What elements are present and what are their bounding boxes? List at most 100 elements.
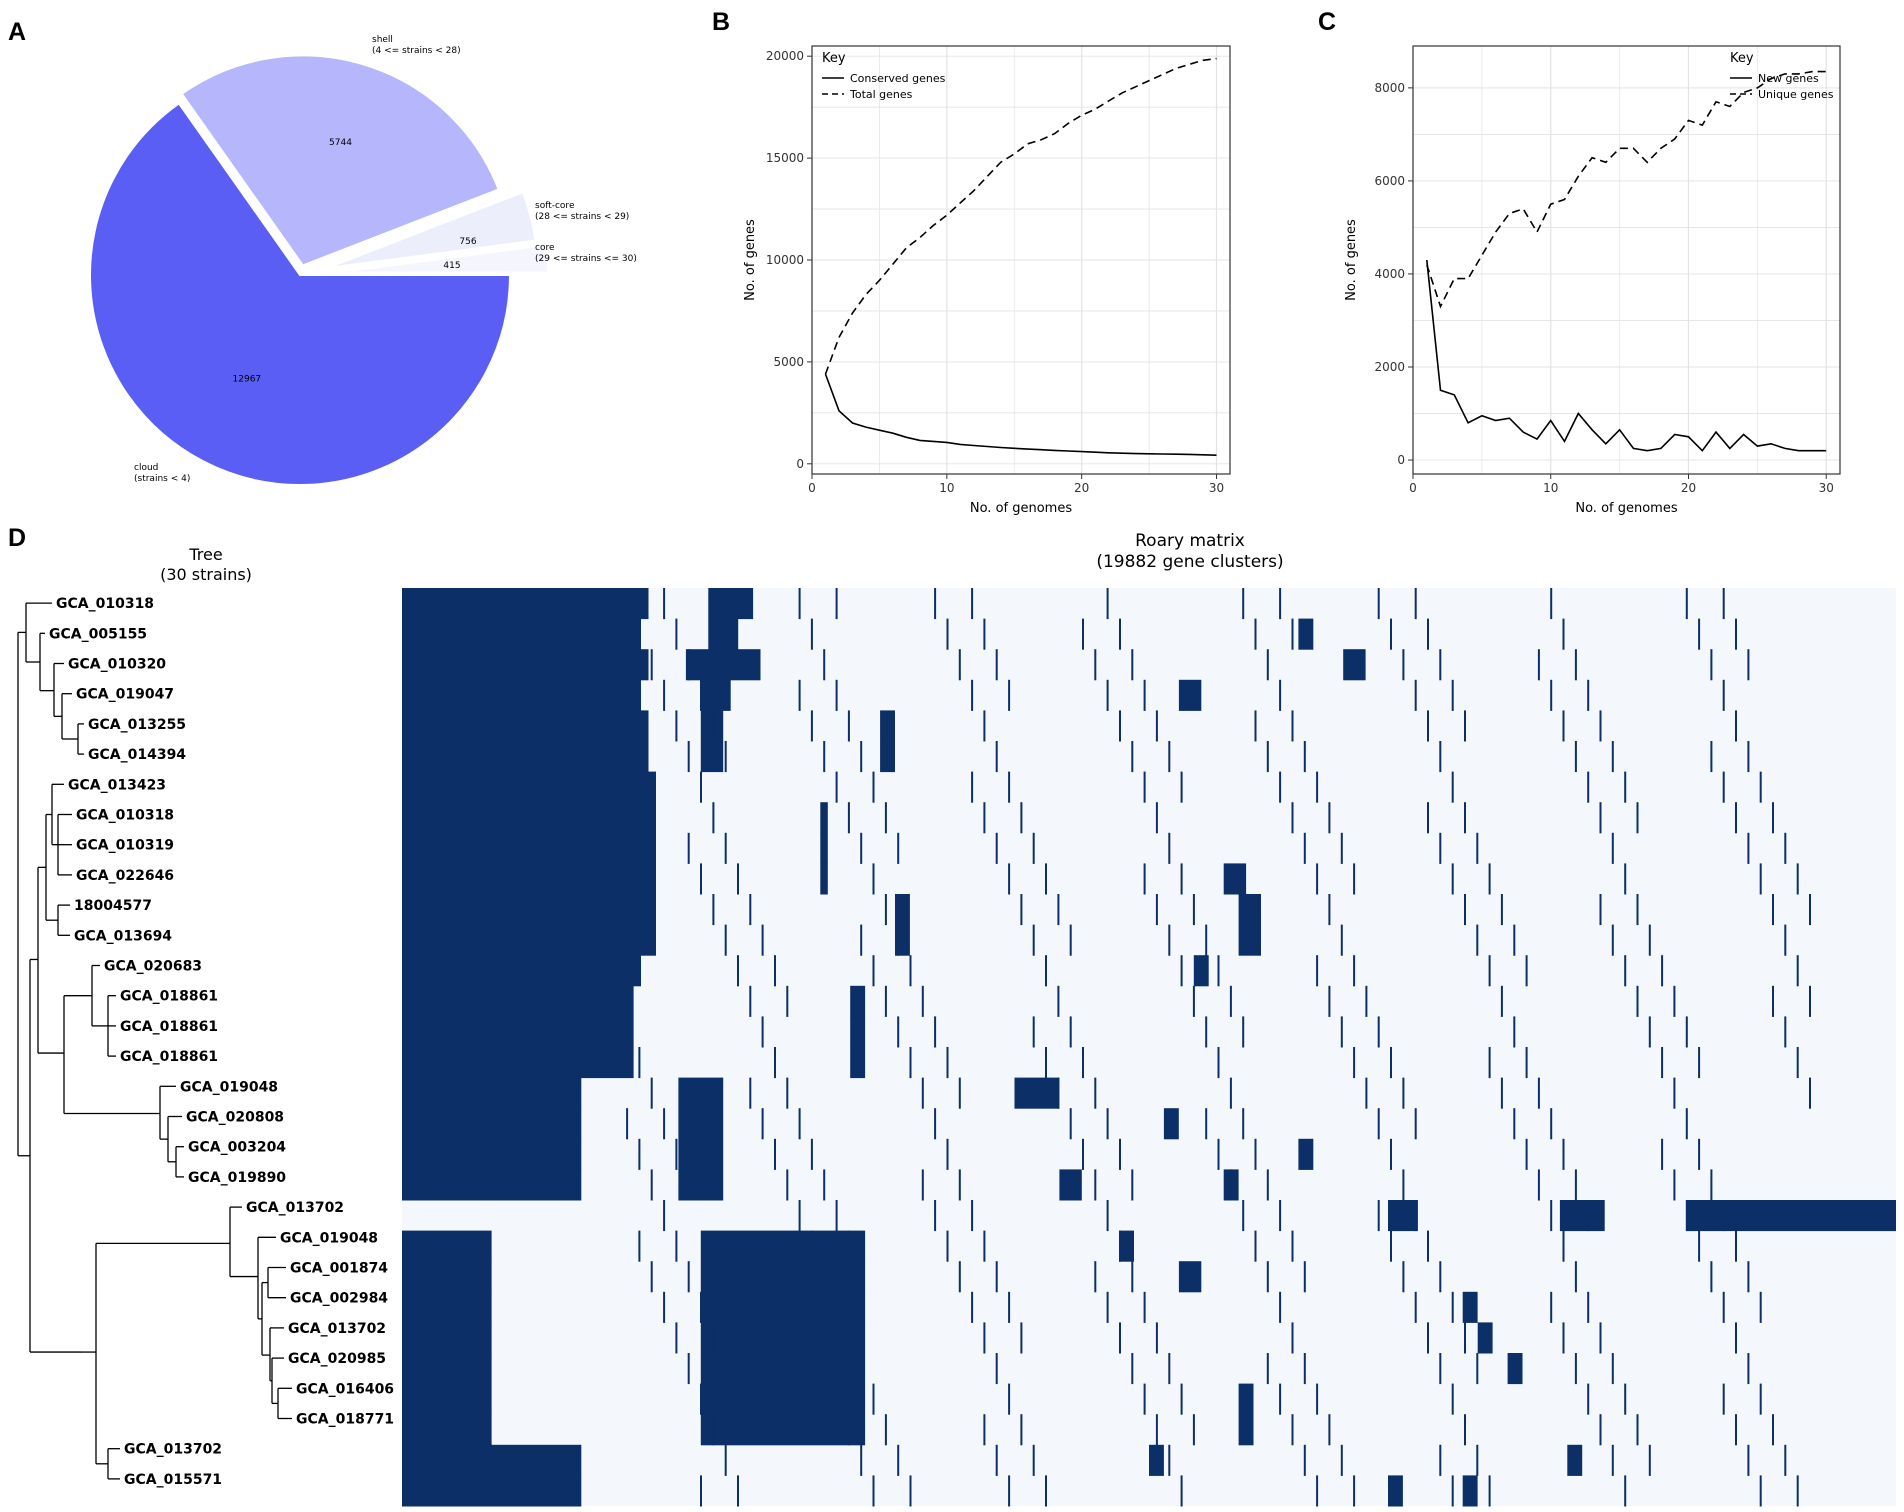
matrix-gene-stripe (1291, 710, 1294, 742)
tree-leaf-label: GCA_022646 (76, 868, 174, 884)
matrix-gene-stripe (687, 1353, 690, 1385)
matrix-gene-stripe (1784, 832, 1787, 864)
matrix-presence-block (402, 1444, 582, 1476)
tree-leaf-label: GCA_019048 (280, 1230, 378, 1246)
matrix-gene-stripe (1550, 679, 1553, 711)
tree-leaf-label: GCA_013702 (124, 1442, 222, 1458)
tree-leaf-label: GCA_020808 (186, 1110, 284, 1126)
matrix-gene-stripe (1353, 955, 1356, 987)
matrix-presence-block (1178, 1261, 1202, 1293)
matrix-gene-stripe (1685, 1200, 1688, 1232)
matrix-gene-stripe (1661, 955, 1664, 987)
matrix-gene-stripe (1168, 832, 1171, 864)
matrix-gene-stripe (1550, 1291, 1553, 1323)
matrix-presence-block (880, 710, 895, 742)
matrix-gene-stripe (1365, 1077, 1368, 1109)
matrix-gene-stripe (1698, 1138, 1701, 1170)
matrix-gene-stripe (1574, 1169, 1577, 1201)
matrix-gene-stripe (774, 955, 776, 987)
matrix-gene-stripe (712, 802, 715, 834)
tree-leaf-label: GCA_005155 (49, 626, 147, 642)
matrix-gene-stripe (1205, 1016, 1208, 1048)
matrix-presence-block (1238, 1414, 1254, 1446)
matrix-gene-stripe (860, 924, 863, 956)
matrix-gene-stripe (1155, 1414, 1158, 1446)
matrix-gene-stripe (1599, 1414, 1602, 1446)
matrix-gene-stripe (1008, 771, 1011, 803)
pie-slice-core (337, 243, 549, 274)
matrix-gene-stripe (1168, 924, 1171, 956)
legend-title: Key (822, 51, 846, 66)
matrix-gene-stripe (1131, 1169, 1134, 1201)
panel-label-d: D (8, 524, 26, 552)
tree-leaf-label: GCA_018771 (296, 1412, 394, 1428)
matrix-gene-stripe (847, 802, 850, 834)
matrix-gene-stripe (1513, 1016, 1516, 1048)
x-tick-label: 20 (1074, 481, 1089, 495)
y-tick-label: 15000 (766, 151, 804, 165)
matrix-gene-stripe (1784, 1444, 1787, 1476)
matrix-gene-stripe (1722, 1200, 1725, 1232)
pie-value-soft-core: 756 (459, 237, 476, 247)
matrix-presence-block (402, 618, 641, 650)
matrix-presence-block (402, 1047, 634, 1079)
matrix-gene-stripe (1587, 1291, 1590, 1323)
matrix-gene-stripe (1155, 802, 1158, 834)
matrix-gene-stripe (1279, 1200, 1282, 1232)
matrix-gene-stripe (983, 618, 986, 650)
matrix-gene-stripe (1217, 1047, 1220, 1079)
matrix-gene-stripe (1155, 894, 1158, 926)
matrix-presence-block (402, 832, 656, 864)
matrix-gene-stripe (1254, 618, 1257, 650)
matrix-gene-stripe (1266, 1261, 1269, 1293)
matrix-gene-stripe (1094, 1261, 1097, 1293)
matrix-gene-stripe (663, 1200, 666, 1232)
matrix-gene-stripe (860, 741, 863, 773)
matrix-gene-stripe (724, 832, 727, 864)
tree-leaf-label: GCA_019048 (180, 1079, 278, 1095)
matrix-gene-stripe (1168, 1353, 1171, 1385)
matrix-gene-stripe (1611, 741, 1614, 773)
y-tick-label: 4000 (1374, 267, 1405, 281)
matrix-gene-stripe (1587, 679, 1590, 711)
matrix-gene-stripe (687, 1261, 690, 1293)
matrix-gene-stripe (946, 1230, 949, 1262)
matrix-gene-stripe (1759, 1291, 1762, 1323)
matrix-gene-stripe (921, 1169, 924, 1201)
pie-category-label-shell: shell (372, 35, 393, 45)
tree-leaf-label: GCA_001874 (290, 1261, 388, 1277)
matrix-gene-stripe (1106, 1291, 1109, 1323)
matrix-gene-stripe (1488, 1475, 1491, 1507)
matrix-presence-block (1298, 618, 1314, 650)
matrix-gene-stripe (1155, 710, 1158, 742)
matrix-presence-block (402, 741, 649, 773)
matrix-gene-stripe (1698, 1230, 1701, 1262)
matrix-presence-block (1388, 1200, 1418, 1232)
matrix-gene-stripe (798, 588, 801, 620)
matrix-presence-block (895, 894, 910, 926)
matrix-gene-stripe (1451, 1475, 1454, 1507)
matrix-gene-stripe (884, 894, 887, 926)
matrix-gene-stripe (1119, 1230, 1121, 1262)
matrix-gene-stripe (1008, 863, 1011, 895)
matrix-gene-stripe (1722, 771, 1725, 803)
matrix-gene-stripe (1439, 1261, 1442, 1293)
matrix-gene-stripe (1266, 649, 1269, 681)
matrix-gene-stripe (1599, 710, 1602, 742)
matrix-gene-stripe (1735, 1322, 1737, 1354)
matrix-gene-stripe (1476, 832, 1479, 864)
matrix-gene-stripe (1772, 802, 1774, 834)
matrix-gene-stripe (712, 1322, 715, 1354)
matrix-gene-stripe (749, 1077, 752, 1109)
matrix-gene-stripe (1661, 1047, 1664, 1079)
matrix-gene-stripe (1513, 924, 1516, 956)
matrix-gene-stripe (1217, 1138, 1220, 1170)
matrix-gene-stripe (847, 1414, 850, 1446)
matrix-presence-block (678, 1077, 724, 1109)
matrix-gene-stripe (1168, 741, 1171, 773)
matrix-gene-stripe (1439, 1353, 1442, 1385)
matrix-gene-stripe (1303, 1353, 1306, 1385)
matrix-gene-stripe (675, 710, 678, 742)
matrix-presence-block (1193, 955, 1209, 987)
matrix-gene-stripe (1796, 1475, 1799, 1507)
